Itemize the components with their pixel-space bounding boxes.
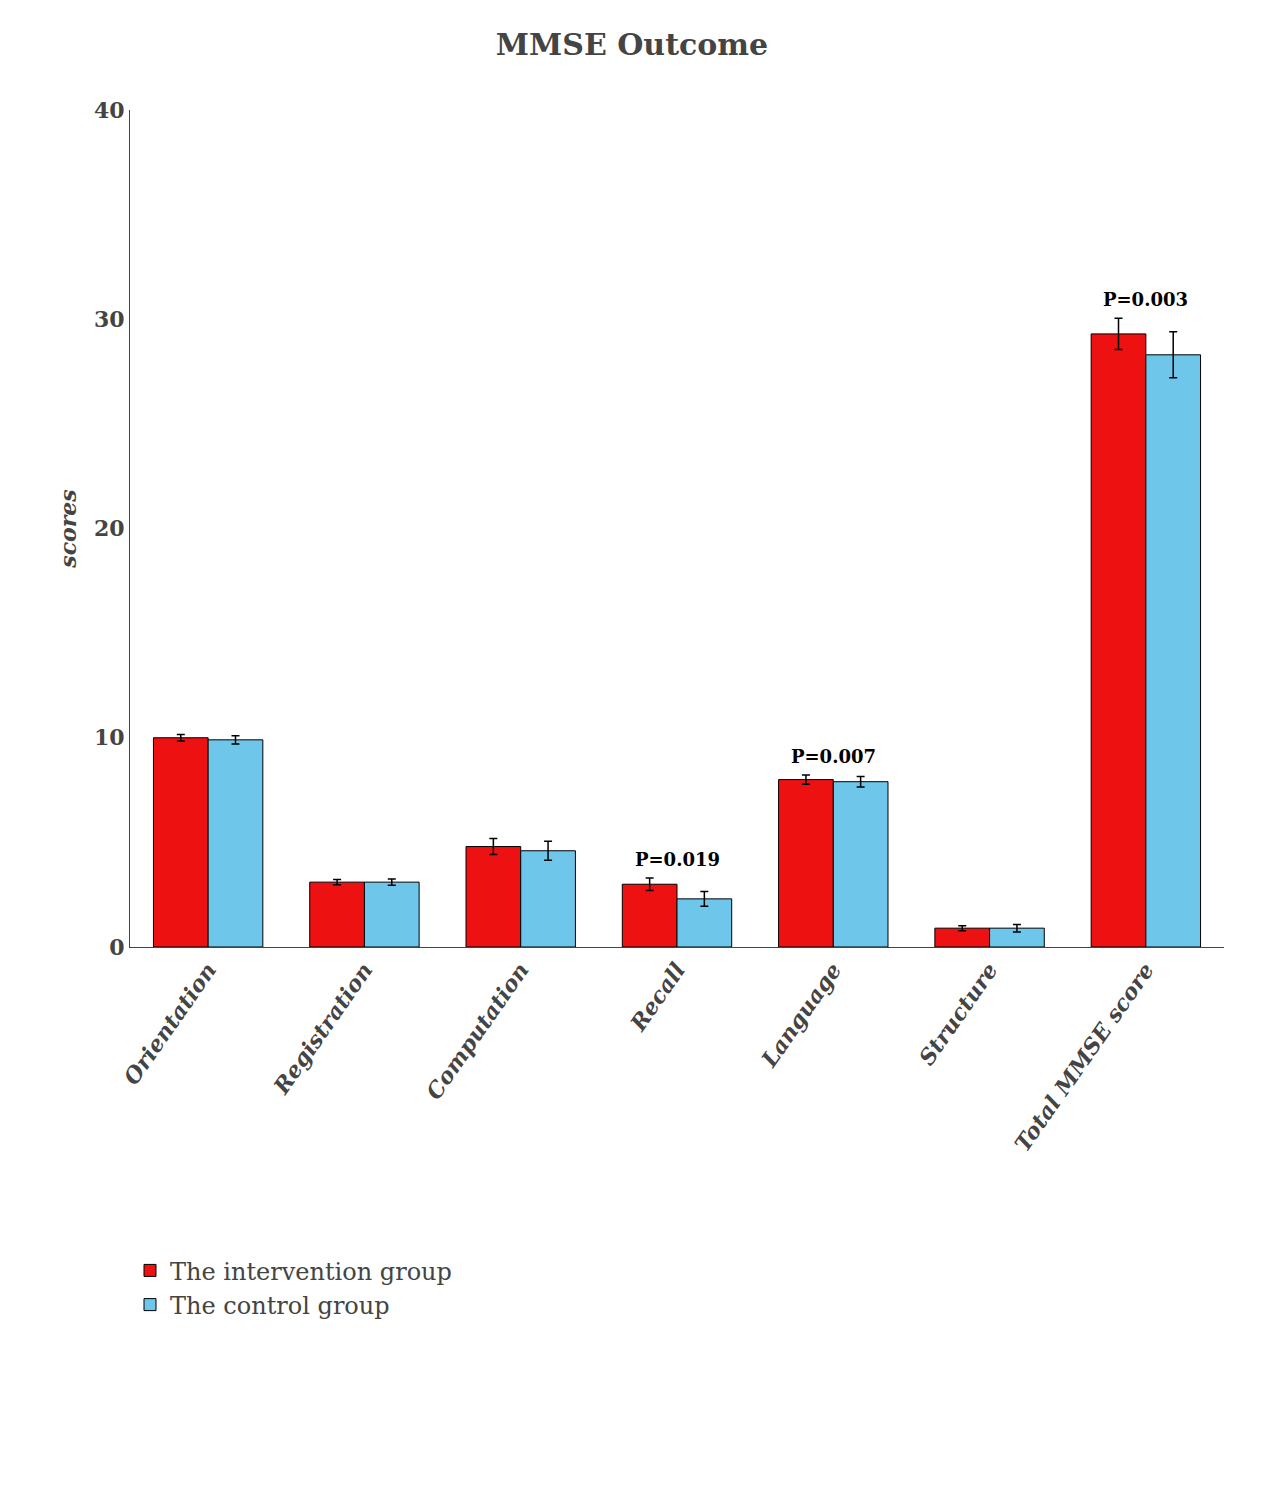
svg-text:Recall: Recall [624, 958, 690, 1037]
svg-text:Total MMSE score: Total MMSE score [1009, 958, 1159, 1156]
svg-text:Structure: Structure [913, 958, 1002, 1070]
svg-text:10: 10 [94, 724, 125, 750]
svg-text:Orientation: Orientation [118, 958, 221, 1090]
svg-text:The control group: The control group [170, 1292, 390, 1320]
svg-text:0: 0 [109, 934, 124, 960]
svg-text:Computation: Computation [420, 958, 533, 1104]
svg-text:MMSE Outcome: MMSE Outcome [496, 27, 768, 62]
svg-text:P=0.003: P=0.003 [1103, 289, 1188, 310]
svg-text:30: 30 [94, 306, 125, 332]
svg-text:P=0.007: P=0.007 [791, 746, 876, 767]
svg-text:40: 40 [94, 97, 125, 123]
svg-text:Language: Language [755, 958, 846, 1073]
svg-text:20: 20 [94, 515, 125, 541]
svg-text:Registration: Registration [268, 958, 378, 1100]
svg-text:P=0.019: P=0.019 [635, 849, 720, 870]
svg-text:scores: scores [55, 489, 81, 568]
svg-text:The intervention group: The intervention group [170, 1258, 452, 1286]
